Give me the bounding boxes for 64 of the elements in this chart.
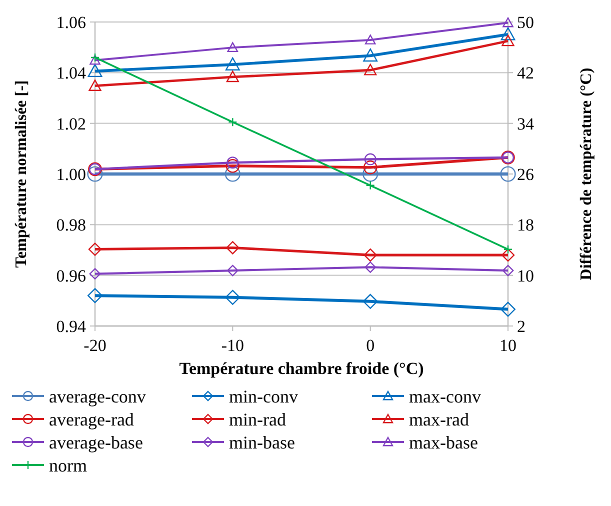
point [226,158,240,173]
point [225,57,240,70]
point [87,166,103,182]
y-tick-label: 1.06 [56,12,86,32]
point [226,70,239,82]
legend-label: max-base [409,432,478,452]
y-tick-label: 1.04 [56,64,86,83]
point [500,166,516,182]
point [502,34,514,46]
point [364,64,377,76]
point [228,117,238,127]
y2-tick-label: 18 [517,216,534,235]
point [503,244,513,254]
y-tick-label: 1.02 [56,114,86,134]
y2-tick-label: 42 [517,64,534,83]
x-tick-label: 10 [500,336,516,355]
point [90,54,100,65]
y2-tick-label: 2 [517,316,526,336]
y-tick-label: 0.94 [56,316,86,336]
point [90,52,100,62]
point [88,80,102,91]
point [224,166,240,182]
point [363,48,378,62]
legend-label: max-conv [409,386,481,406]
legend-label: average-base [49,432,143,452]
point [502,264,514,276]
point [89,268,101,280]
point [500,302,516,317]
legend-label: min-rad [229,409,286,430]
y-tick-label: 1.00 [56,164,86,184]
legend-label: max-rad [409,409,469,430]
point [88,64,102,78]
x-tick-label: -10 [221,336,244,355]
point [88,242,102,256]
legend-label: average-rad [49,409,134,430]
y2-tick-label: 10 [517,266,534,286]
point [362,294,378,309]
x-tick-label: 0 [366,336,375,355]
legend-label: norm [49,455,87,476]
point [364,34,376,44]
legend-label: min-base [229,432,295,452]
point [226,264,238,276]
point [502,17,514,28]
y2-axis-title: Différence de température (°C) [578,68,595,280]
point [225,290,240,305]
point [501,248,515,262]
y2-tick-label: 50 [517,12,534,32]
x-axis-title: Température chambre froide (°C) [179,359,424,378]
point [364,262,376,273]
legend-label: min-conv [229,386,298,406]
y-axis-title: Température normalisée [-] [13,80,30,268]
point [226,241,240,254]
y-tick-label: 0.98 [56,216,86,235]
y-tick-label: 0.96 [56,266,86,286]
point [227,42,238,52]
point [500,27,516,40]
y2-tick-label: 26 [517,164,534,184]
y2-tick-label: 34 [517,114,534,134]
point [364,248,377,262]
legend-label: average-conv [49,386,146,406]
point [88,288,102,304]
point [366,180,375,190]
x-tick-label: -20 [84,336,106,355]
point [363,160,378,174]
